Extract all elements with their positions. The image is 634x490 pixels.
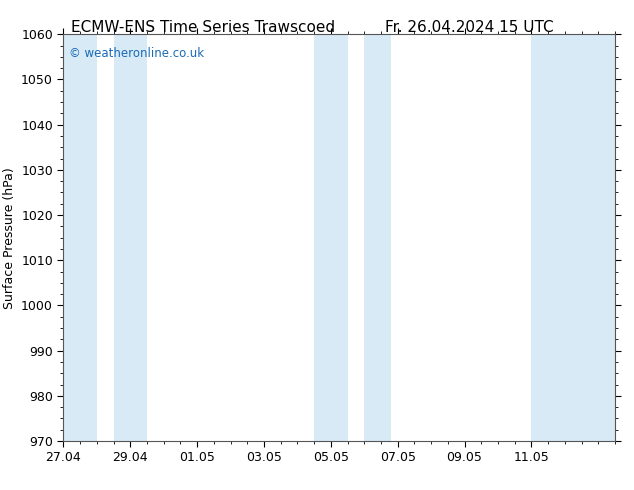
Text: © weatheronline.co.uk: © weatheronline.co.uk	[69, 47, 204, 59]
Bar	[113, 34, 147, 441]
Y-axis label: Surface Pressure (hPa): Surface Pressure (hPa)	[3, 167, 16, 309]
Bar	[365, 34, 391, 441]
Text: ECMW-ENS Time Series Trawscoed: ECMW-ENS Time Series Trawscoed	[71, 20, 335, 35]
Bar	[531, 34, 615, 441]
Bar	[63, 34, 97, 441]
Text: Fr. 26.04.2024 15 UTC: Fr. 26.04.2024 15 UTC	[385, 20, 553, 35]
Bar	[314, 34, 347, 441]
